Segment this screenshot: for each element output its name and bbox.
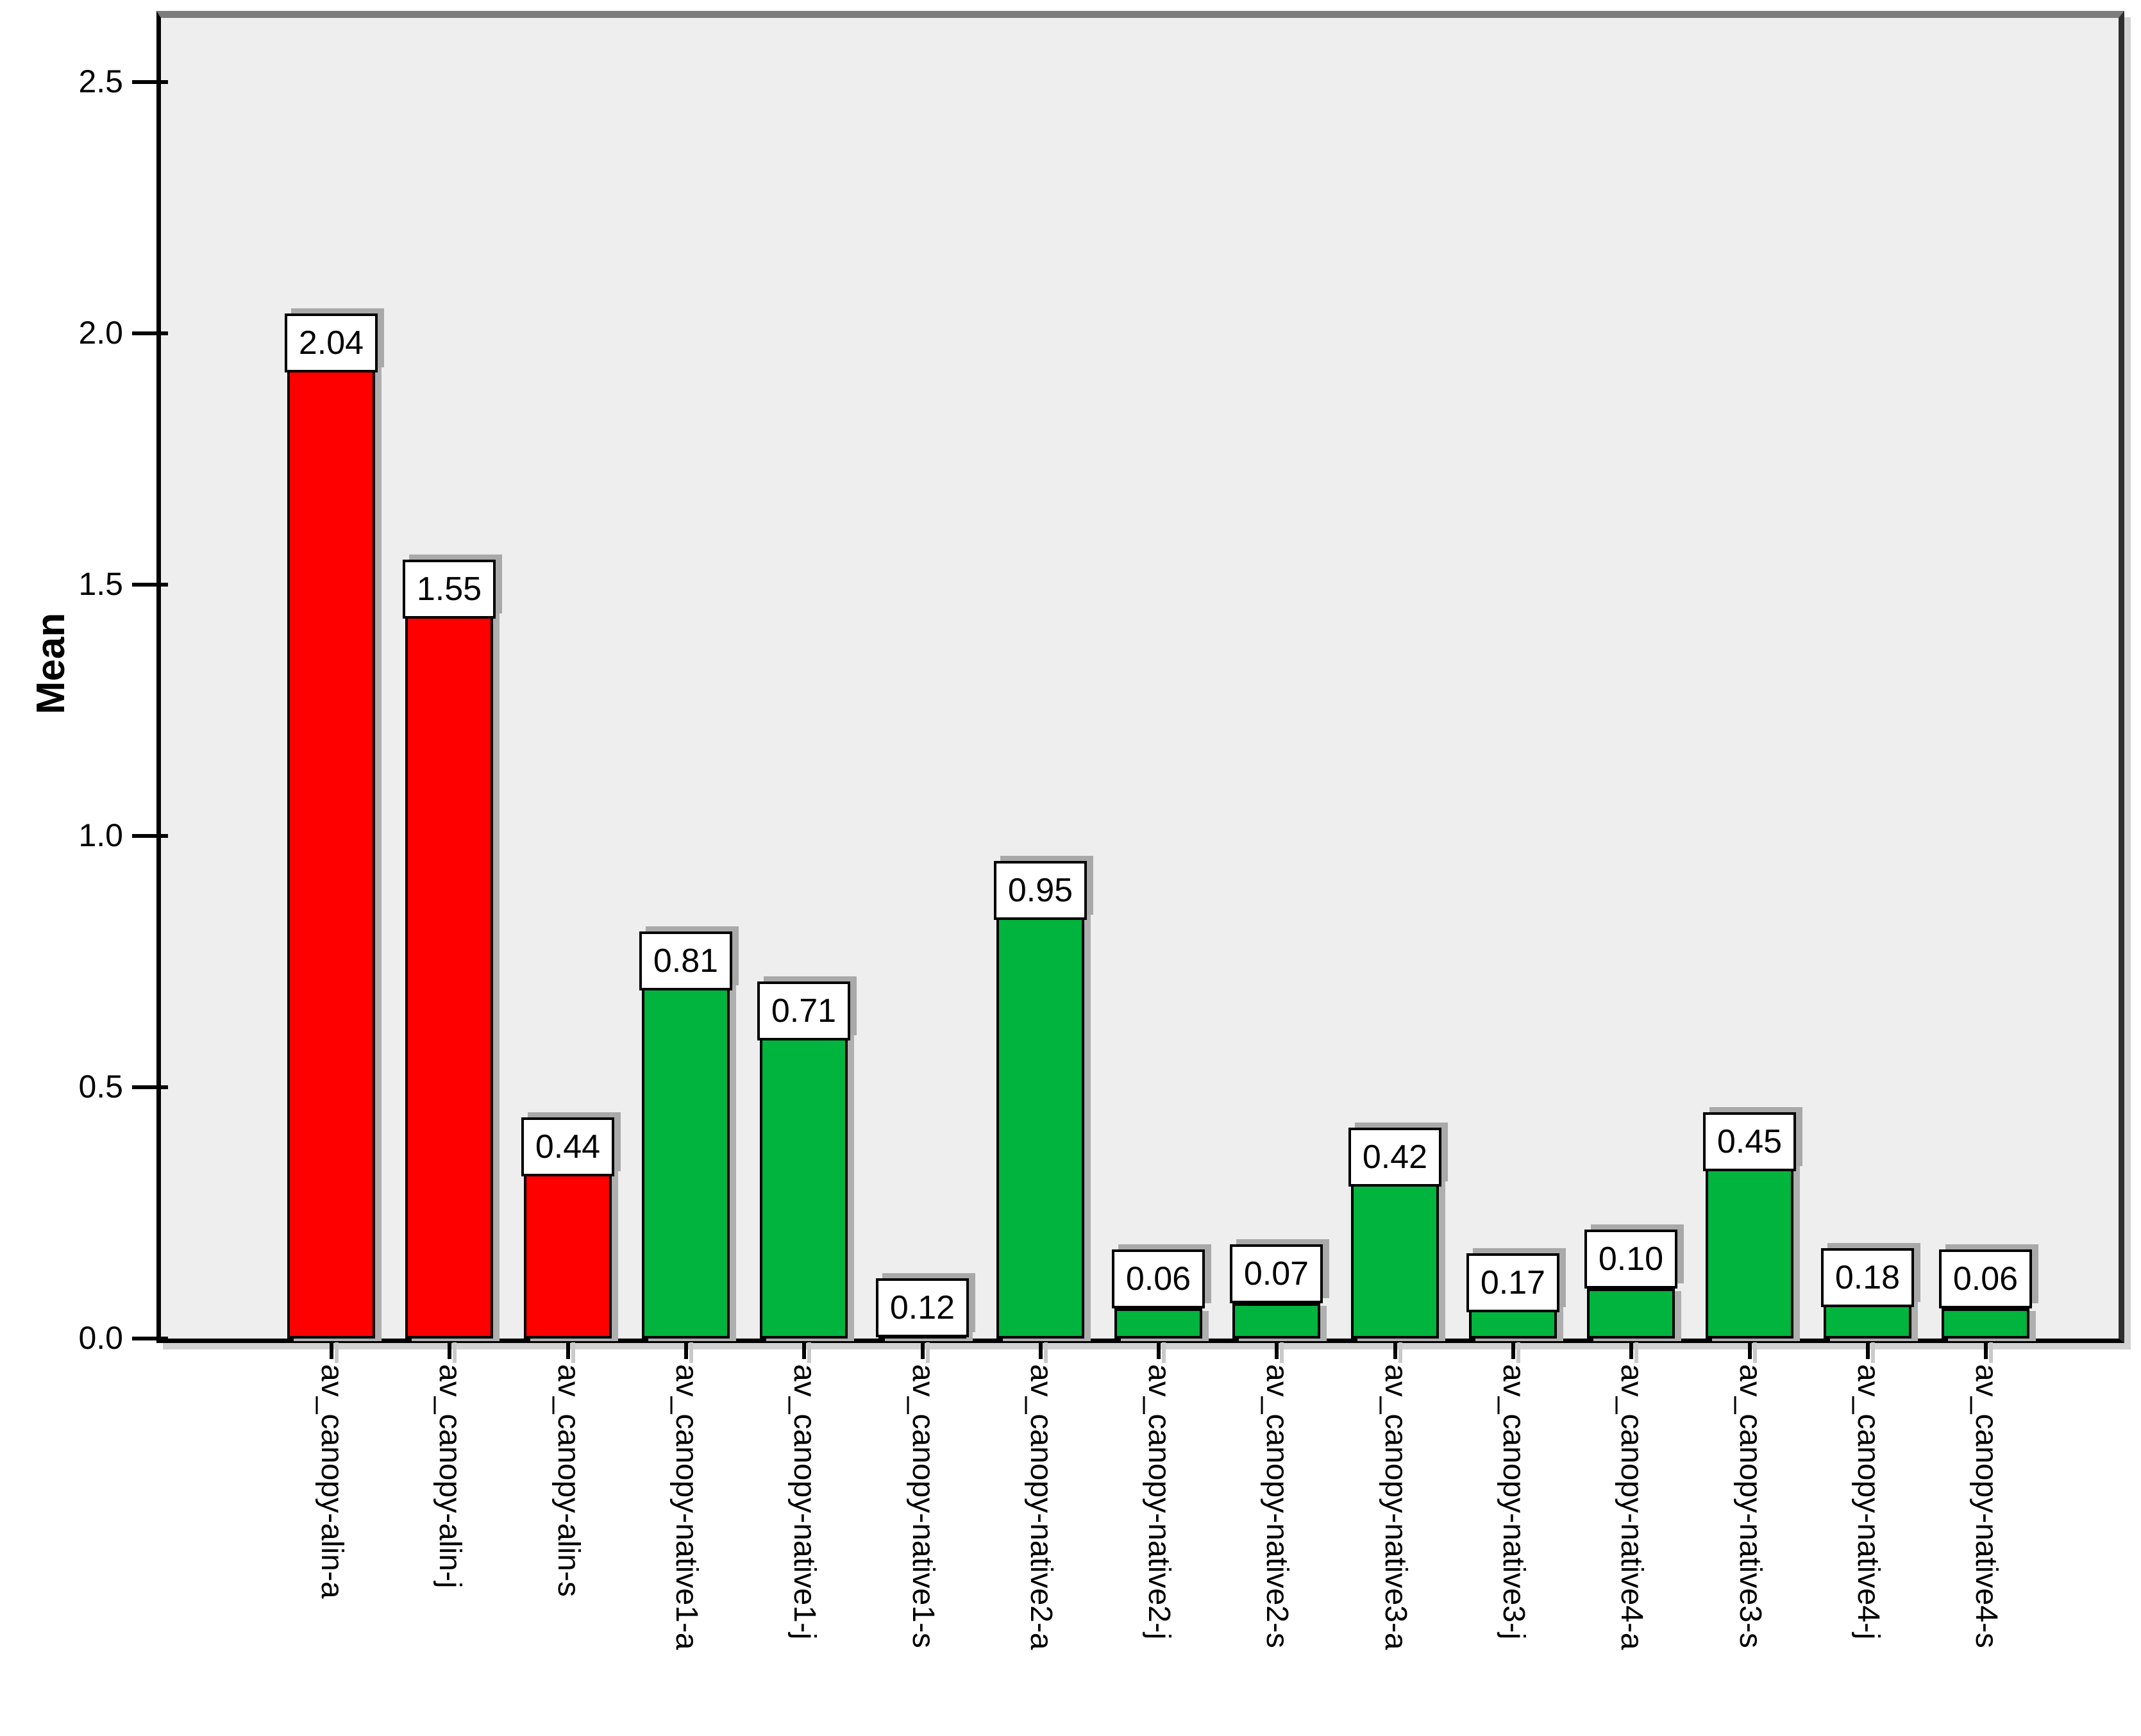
- x-tick: [448, 1339, 451, 1359]
- category-label: av_canopy-native1-j: [787, 1364, 821, 1640]
- category-label: av_canopy-native4-j: [1851, 1364, 1885, 1640]
- x-tick: [1511, 1339, 1515, 1359]
- category-label: av_canopy-native2-s: [1260, 1364, 1294, 1648]
- y-tick: [132, 583, 168, 587]
- x-tick: [921, 1339, 925, 1359]
- x-tick: [566, 1339, 570, 1359]
- category-label: av_canopy-native4-a: [1615, 1364, 1649, 1650]
- category-label: av_canopy-native3-j: [1497, 1364, 1531, 1640]
- x-tick: [330, 1339, 333, 1359]
- category-label: av_canopy-native2-a: [1024, 1364, 1058, 1650]
- value-label-box: 0.95: [994, 861, 1087, 920]
- value-label-box: 1.55: [403, 560, 496, 619]
- x-tick: [684, 1339, 688, 1359]
- category-label: av_canopy-native1-s: [906, 1364, 940, 1648]
- y-tick-label: 1.5: [78, 566, 123, 602]
- y-tick-label: 1.0: [78, 817, 123, 853]
- x-tick: [1748, 1339, 1752, 1359]
- value-label-box: 0.44: [521, 1117, 614, 1176]
- value-label-box: 0.06: [1112, 1249, 1205, 1308]
- value-label-box: 0.45: [1703, 1112, 1796, 1171]
- y-tick-label: 2.0: [78, 315, 123, 351]
- x-tick: [1039, 1339, 1043, 1359]
- bar: [642, 931, 730, 1339]
- value-label-box: 0.81: [639, 931, 732, 990]
- value-label-box: 0.42: [1348, 1128, 1441, 1187]
- x-tick: [1629, 1339, 1633, 1359]
- category-label: av_canopy-alin-a: [315, 1364, 349, 1599]
- category-label: av_canopy-native3-s: [1733, 1364, 1767, 1648]
- bar: [1587, 1289, 1675, 1339]
- category-label: av_canopy-native2-j: [1142, 1364, 1176, 1640]
- value-label-box: 0.07: [1230, 1244, 1323, 1303]
- x-tick: [802, 1339, 806, 1359]
- bar: [1114, 1308, 1202, 1339]
- y-tick: [132, 331, 168, 335]
- category-label: av_canopy-native3-a: [1379, 1364, 1413, 1650]
- value-label-box: 0.06: [1939, 1249, 2032, 1308]
- y-tick-label: 2.5: [78, 63, 123, 99]
- category-label: av_canopy-native1-a: [669, 1364, 703, 1650]
- value-label-box: 0.18: [1821, 1248, 1914, 1307]
- bar: [996, 861, 1084, 1339]
- x-tick: [1866, 1339, 1870, 1359]
- y-tick-label: 0.5: [78, 1069, 123, 1105]
- value-label-box: 0.17: [1466, 1253, 1559, 1312]
- x-tick: [1157, 1339, 1161, 1359]
- category-label: av_canopy-alin-j: [433, 1364, 467, 1589]
- bar: [287, 313, 375, 1339]
- bar: [760, 981, 848, 1339]
- x-tick: [1393, 1339, 1397, 1359]
- category-label: av_canopy-alin-s: [551, 1364, 585, 1597]
- bar: [1232, 1303, 1320, 1339]
- y-tick: [132, 80, 168, 84]
- y-tick: [132, 1337, 168, 1340]
- category-label: av_canopy-native4-s: [1969, 1364, 2003, 1648]
- bar: [405, 560, 493, 1339]
- y-tick-label: 0.0: [78, 1320, 123, 1356]
- x-tick: [1275, 1339, 1279, 1359]
- value-label-box: 0.10: [1584, 1230, 1677, 1289]
- value-label-box: 0.12: [876, 1278, 969, 1337]
- value-label-box: 2.04: [285, 313, 378, 372]
- y-tick: [132, 1085, 168, 1089]
- x-tick: [1984, 1339, 1988, 1359]
- value-label-box: 0.71: [757, 981, 850, 1040]
- y-tick: [132, 834, 168, 838]
- bar: [1942, 1308, 2029, 1339]
